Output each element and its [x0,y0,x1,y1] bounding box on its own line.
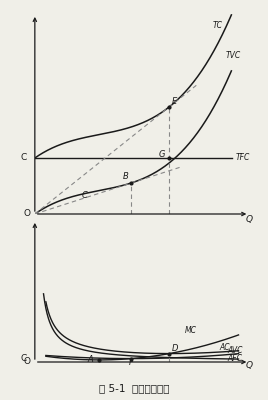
Text: MC: MC [185,326,197,335]
Text: G: G [159,150,165,159]
Text: AVC: AVC [228,346,243,355]
Text: Q: Q [246,215,253,224]
Text: Q: Q [246,361,253,370]
Text: D: D [172,344,178,353]
Text: C: C [21,354,27,363]
Text: B: B [123,172,128,181]
Text: TFC: TFC [235,152,250,162]
Text: A: A [87,355,93,364]
Text: O: O [24,358,31,366]
Text: AFC: AFC [228,354,243,363]
Text: 图 5-1  短期成本曲线: 图 5-1 短期成本曲线 [99,383,169,393]
Text: TC: TC [213,21,223,30]
Text: TVC: TVC [226,51,241,60]
Text: C: C [81,191,87,200]
Text: O: O [24,210,31,218]
Text: E: E [172,97,177,106]
Text: AC: AC [219,343,230,352]
Text: C: C [21,154,27,162]
Text: F: F [129,358,134,367]
